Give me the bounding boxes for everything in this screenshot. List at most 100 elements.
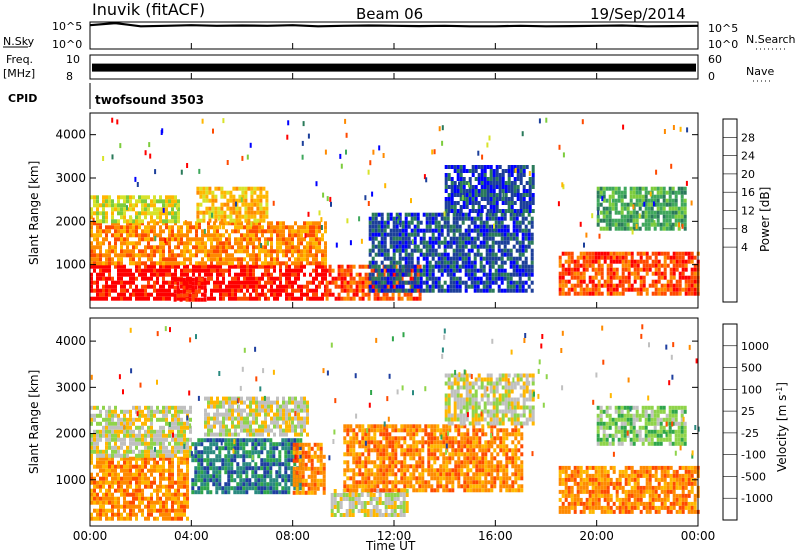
heat-cell <box>300 296 303 301</box>
heat-cell <box>386 264 390 269</box>
heat-cell <box>477 189 481 193</box>
heat-cell <box>150 492 153 497</box>
heat-cell <box>135 211 138 216</box>
heat-cell <box>437 260 441 265</box>
heat-cell <box>287 458 291 463</box>
heat-cell <box>627 279 631 284</box>
heat-cell <box>495 165 499 169</box>
heat-cell <box>96 207 99 212</box>
heat-cell <box>473 240 477 245</box>
heat-cell <box>224 490 228 495</box>
heat-cell <box>207 412 210 417</box>
heat-cell <box>180 484 183 489</box>
heat-cell <box>168 441 171 446</box>
heat-cell <box>455 224 459 229</box>
heat-cell <box>647 206 651 211</box>
heat-cell <box>144 237 147 242</box>
heat-cell <box>594 283 598 288</box>
heat-cell <box>225 253 228 258</box>
heat-cell <box>312 225 315 230</box>
heat-cell <box>260 478 264 483</box>
heat-cell <box>96 215 99 220</box>
heat-cell <box>504 201 508 205</box>
heat-cell <box>464 240 468 245</box>
heat-cell <box>253 190 257 195</box>
heat-cell <box>392 288 396 293</box>
heat-cell <box>261 292 264 297</box>
heat-cell <box>473 228 477 233</box>
heat-cell <box>241 214 245 219</box>
heat-cell <box>114 241 117 246</box>
heat-cell <box>519 181 523 185</box>
heat-cell <box>229 190 233 195</box>
heat-cell <box>96 264 99 269</box>
heat-cell <box>476 212 480 217</box>
heat-cell <box>201 118 204 124</box>
heat-cell <box>410 256 414 261</box>
heat-cell <box>206 466 210 471</box>
heat-cell <box>123 280 126 285</box>
heat-cell <box>198 272 201 277</box>
heat-cell <box>612 271 616 276</box>
heat-cell <box>105 429 108 434</box>
heat-cell <box>246 272 249 277</box>
heat-cell <box>156 272 159 277</box>
heat-cell <box>207 396 210 401</box>
heat-cell <box>272 482 276 487</box>
heat-cell <box>254 474 258 479</box>
heat-cell <box>231 253 234 258</box>
heat-cell <box>144 264 147 269</box>
heat-cell <box>665 190 669 195</box>
heat-cell <box>168 253 171 258</box>
heat-cell <box>686 127 689 133</box>
heat-cell <box>120 195 123 200</box>
heat-cell <box>123 496 126 501</box>
heat-cell <box>675 279 679 284</box>
heat-cell <box>528 185 532 189</box>
heat-cell <box>90 229 93 234</box>
heat-cell <box>238 194 242 199</box>
heat-cell <box>518 280 522 285</box>
heat-cell <box>159 229 162 234</box>
heat-cell <box>489 193 493 197</box>
heat-cell <box>164 238 167 243</box>
heat-cell <box>455 228 459 233</box>
heat-cell <box>147 512 150 517</box>
heat-cell <box>189 225 192 230</box>
heat-cell <box>150 425 153 430</box>
heat-cell <box>324 229 327 234</box>
heat-cell <box>185 277 189 282</box>
heat-cell <box>120 441 123 446</box>
heat-cell <box>265 202 269 207</box>
heat-cell <box>256 198 260 203</box>
heat-cell <box>219 253 222 258</box>
heat-cell <box>272 462 276 467</box>
heat-cell <box>683 222 687 227</box>
heat-cell <box>252 245 255 250</box>
heat-cell <box>300 233 303 238</box>
heat-cell <box>201 257 204 262</box>
heat-cell <box>294 296 297 301</box>
heat-cell <box>254 442 258 447</box>
heat-cell <box>476 232 480 237</box>
heat-cell <box>102 211 105 216</box>
heat-cell <box>138 449 141 454</box>
heat-cell <box>657 275 661 280</box>
heat-cell <box>306 241 309 246</box>
heat-cell <box>228 280 231 285</box>
heat-cell <box>636 271 640 276</box>
heat-cell <box>509 216 513 221</box>
heat-cell <box>111 225 114 230</box>
heat-cell <box>284 462 288 467</box>
heat-cell <box>458 256 462 261</box>
heat-cell <box>392 276 396 281</box>
heat-cell <box>287 120 290 126</box>
heat-cell <box>213 420 216 425</box>
heat-cell <box>485 220 489 225</box>
heat-cell <box>123 264 126 269</box>
heat-cell <box>324 292 327 297</box>
heat-cell <box>644 186 648 191</box>
heat-cell <box>162 492 165 497</box>
heat-cell <box>153 429 156 434</box>
heat-cell <box>168 484 171 489</box>
